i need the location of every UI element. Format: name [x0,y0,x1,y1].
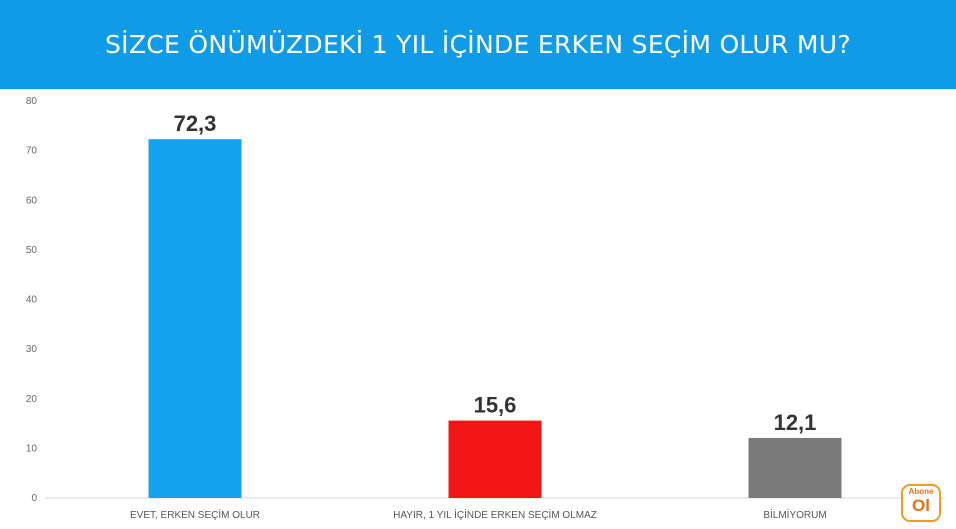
y-tick-label: 80 [26,96,38,107]
bar [748,437,842,498]
subscribe-logo[interactable]: Abone Ol [901,484,941,522]
logo-top-text: Abone [908,487,934,496]
y-tick-label: 10 [26,443,38,454]
x-category-label: HAYIR, 1 YIL İÇİNDE ERKEN SEÇİM OLMAZ [393,508,597,521]
y-tick-label: 50 [26,245,38,256]
data-label: 12,1 [774,410,817,435]
x-category-label: EVET, ERKEN SEÇİM OLUR [130,508,260,521]
y-tick-label: 30 [26,344,38,355]
bar [148,139,242,498]
chart-title: SİZCE ÖNÜMÜZDEKİ 1 YIL İÇİNDE ERKEN SEÇİ… [105,30,851,59]
title-banner: SİZCE ÖNÜMÜZDEKİ 1 YIL İÇİNDE ERKEN SEÇİ… [0,0,956,89]
y-tick-label: 40 [26,295,38,306]
y-tick-label: 70 [26,146,38,157]
y-tick-label: 60 [26,195,38,206]
logo-bottom-text: Ol [912,496,930,515]
y-tick-label: 0 [31,493,37,504]
bar-chart: 0 10 20 30 40 50 60 70 80 72,3 EVET, ERKEN SEÇİM O… [26,96,945,521]
data-label: 15,6 [474,393,517,418]
y-tick-label: 20 [26,394,38,405]
data-label: 72,3 [174,111,217,136]
x-category-label: BİLMİYORUM [763,508,826,521]
bar [448,420,542,498]
